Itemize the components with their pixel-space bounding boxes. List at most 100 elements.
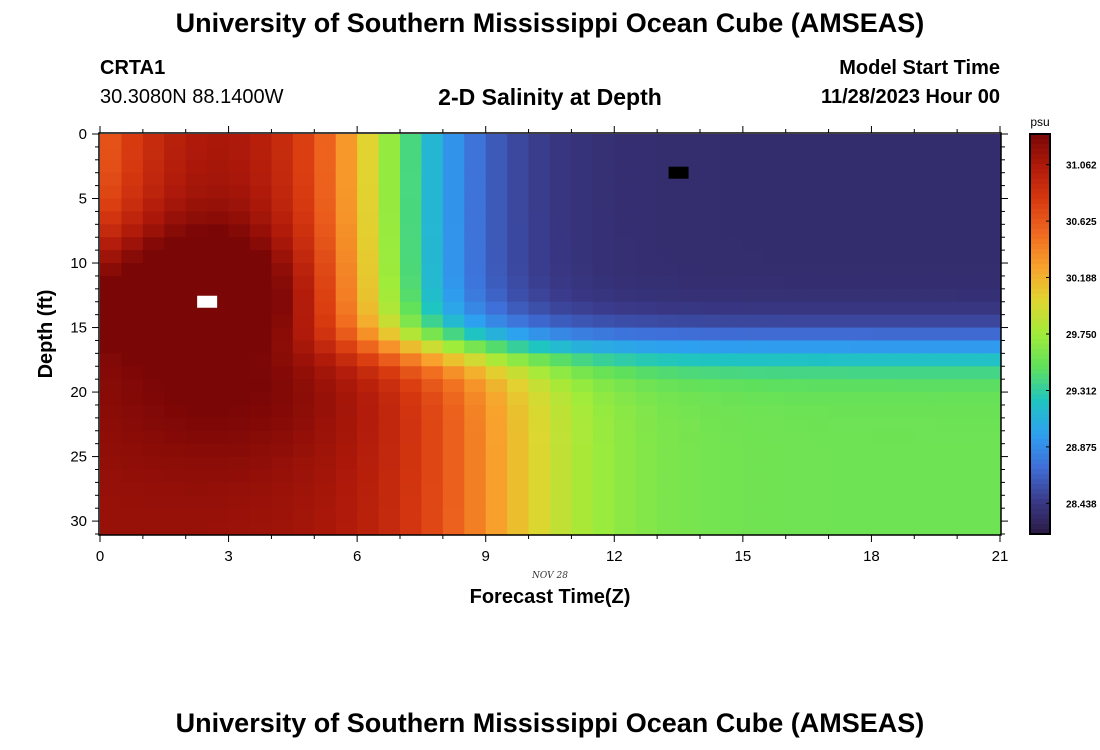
heatmap-cell — [250, 224, 273, 238]
heatmap-cell — [614, 275, 637, 290]
heatmap-cell — [721, 353, 744, 367]
heatmap-cell — [314, 159, 337, 174]
heatmap-cell — [292, 521, 315, 535]
heatmap-cell — [100, 224, 123, 238]
heatmap-cell — [250, 250, 273, 264]
heatmap-cell — [250, 404, 273, 419]
heatmap-cell — [571, 198, 594, 213]
heatmap-cell — [164, 521, 187, 535]
heatmap-cell — [142, 340, 165, 354]
heatmap-cell — [121, 301, 144, 316]
heatmap-cell — [828, 250, 851, 264]
heatmap-cell — [550, 172, 573, 187]
heatmap-cell — [807, 430, 830, 445]
heatmap-cell — [442, 211, 465, 225]
heatmap-cell — [550, 250, 573, 264]
heatmap-cell — [378, 430, 401, 445]
title-bottom: University of Southern Mississippi Ocean… — [175, 708, 925, 738]
heatmap-cell — [528, 146, 551, 161]
heatmap-cell — [207, 392, 230, 406]
heatmap-cell — [142, 443, 165, 458]
heatmap-cell — [357, 211, 380, 225]
heatmap-cell — [592, 353, 615, 367]
heatmap-cell — [592, 159, 615, 174]
heatmap-cell — [357, 159, 380, 174]
heatmap-cell — [442, 443, 465, 458]
heatmap-cell — [485, 482, 508, 496]
heatmap-cell — [292, 172, 315, 187]
heatmap-cell — [357, 198, 380, 213]
heatmap-cell — [250, 263, 273, 277]
heatmap-cell — [442, 392, 465, 406]
heatmap-cell — [185, 456, 208, 471]
heatmap-cell — [678, 392, 701, 406]
heatmap-cell — [614, 224, 637, 238]
heatmap-cell — [657, 456, 680, 471]
heatmap-cell — [121, 263, 144, 277]
heatmap-cell — [721, 159, 744, 174]
heatmap-cell — [785, 159, 808, 174]
heatmap-cell — [678, 443, 701, 458]
heatmap-cell — [592, 456, 615, 471]
heatmap-cell — [442, 159, 465, 174]
heatmap-cell — [764, 417, 787, 432]
heatmap-cell — [571, 404, 594, 419]
heatmap-cell — [271, 456, 294, 471]
heatmap-cell — [807, 417, 830, 432]
colorbar-swatch — [1030, 134, 1050, 140]
heatmap-cell — [678, 366, 701, 380]
heatmap-cell — [592, 185, 615, 200]
heatmap-cell — [528, 263, 551, 277]
heatmap-cell — [121, 353, 144, 367]
heatmap-cell — [185, 314, 208, 329]
heatmap-cell — [807, 146, 830, 161]
heatmap-cell — [614, 327, 637, 342]
heatmap-cell — [978, 263, 1001, 277]
heatmap-cell — [250, 366, 273, 380]
heatmap-cell — [550, 263, 573, 277]
heatmap-cell — [507, 224, 530, 238]
heatmap-cell — [271, 314, 294, 329]
heatmap-cell — [100, 146, 123, 161]
heatmap-cell — [742, 456, 765, 471]
heatmap-cell — [357, 185, 380, 200]
heatmap-cell — [314, 508, 337, 522]
heatmap-cell — [250, 327, 273, 342]
heatmap-cell — [378, 159, 401, 174]
heatmap-cell — [678, 134, 701, 148]
heatmap-cell — [914, 159, 937, 174]
colorbar-swatch — [1030, 334, 1050, 340]
heatmap-cell — [657, 469, 680, 483]
heatmap-cell — [764, 159, 787, 174]
heatmap-cell — [764, 482, 787, 496]
heatmap-cell — [121, 198, 144, 213]
heatmap-cell — [335, 379, 358, 393]
heatmap-cell — [678, 469, 701, 483]
heatmap-cell — [978, 224, 1001, 238]
heatmap-cell — [978, 134, 1001, 148]
heatmap-cell — [271, 353, 294, 367]
heatmap-cell — [292, 469, 315, 483]
heatmap-cell — [507, 482, 530, 496]
heatmap-cell — [892, 430, 915, 445]
heatmap-cell — [421, 211, 444, 225]
heatmap-cell — [764, 211, 787, 225]
heatmap-cell — [164, 430, 187, 445]
heatmap-cell — [850, 456, 873, 471]
heatmap-cell — [592, 469, 615, 483]
heatmap-cell — [485, 146, 508, 161]
heatmap-cell — [764, 430, 787, 445]
heatmap-cell — [314, 327, 337, 342]
heatmap-cell — [314, 134, 337, 148]
heatmap-cell — [785, 495, 808, 509]
heatmap-cell — [721, 456, 744, 471]
heatmap-cell — [142, 185, 165, 200]
heatmap-cell — [142, 353, 165, 367]
heatmap-cell — [142, 237, 165, 251]
heatmap-cell — [957, 263, 980, 277]
colorbar-tick-label: 29.312 — [1066, 387, 1097, 398]
heatmap-cell — [528, 430, 551, 445]
heatmap-cell — [185, 392, 208, 406]
heatmap-cell — [271, 340, 294, 354]
heatmap-cell — [721, 146, 744, 161]
